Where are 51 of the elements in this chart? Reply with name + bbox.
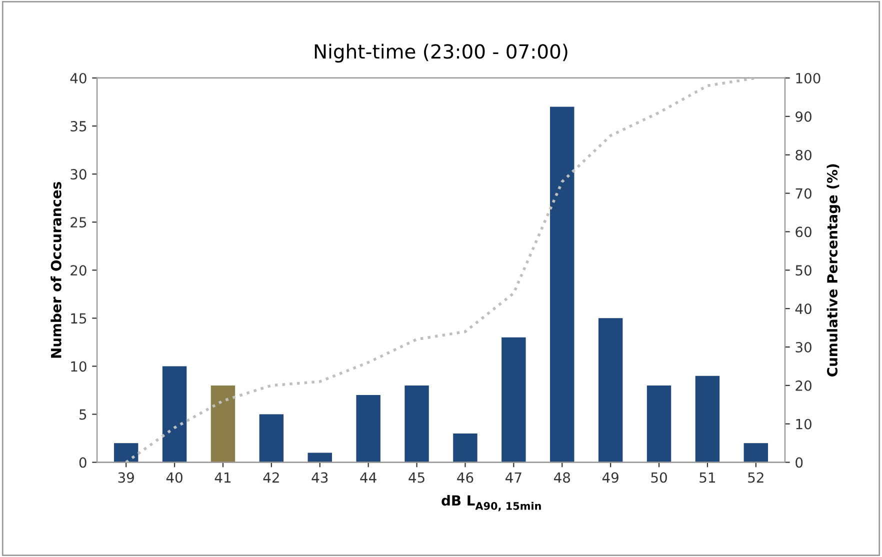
x-tick-label: 47 (506, 472, 522, 483)
y-tick-label: 15 (71, 313, 86, 324)
y-tick-label: 30 (70, 169, 86, 180)
y-tick-label: 35 (70, 120, 86, 132)
bar (114, 443, 138, 462)
x-tick-label: 43 (312, 472, 328, 483)
y2-tick-label: 10 (796, 418, 812, 430)
bar (502, 337, 526, 462)
y2-tick-label: 80 (796, 150, 812, 160)
x-tick-label: 41 (214, 472, 231, 483)
y-tick-label: 5 (80, 409, 86, 420)
chart-title: Night-time (23:00 - 07:00) (314, 44, 568, 63)
bar (695, 376, 720, 462)
y2-tick-label: 90 (796, 111, 812, 122)
y2-tick-label: 100 (796, 72, 820, 84)
x-tick-label: 46 (457, 472, 474, 483)
bar (162, 366, 187, 462)
y-tick-label: 40 (70, 72, 86, 84)
y2-tick-label: 20 (796, 380, 812, 391)
y-tick-label: 0 (79, 457, 86, 468)
y2-tick-label: 70 (796, 188, 812, 199)
bar (550, 106, 574, 462)
x-tick-label: 52 (748, 472, 764, 483)
bar (259, 414, 284, 462)
x-tick-label: 48 (554, 472, 570, 483)
y2-tick-label: 50 (796, 265, 812, 276)
bar (356, 395, 380, 462)
x-tick-label: 49 (602, 472, 618, 483)
y2-tick-label: 0 (796, 457, 803, 468)
bar (404, 385, 429, 462)
y-tick-label: 20 (70, 265, 86, 276)
x-tick-label: 45 (408, 472, 424, 483)
x-tick-label: 39 (118, 472, 134, 483)
bar (598, 318, 623, 462)
y2-tick-label: 30 (796, 342, 812, 352)
bar (308, 452, 332, 462)
y2-tick-label: 60 (796, 226, 812, 238)
y2-axis-title: Cumulative Percentage (%) (826, 164, 840, 376)
x-tick-label: 50 (651, 472, 667, 483)
x-tick-label: 51 (700, 472, 716, 483)
y-axis-title: Number of Occurances (50, 182, 62, 358)
y-tick-label: 25 (70, 217, 86, 228)
y2-tick-label: 40 (795, 304, 812, 314)
x-tick-label: 44 (360, 472, 376, 483)
x-tick-label: 42 (263, 472, 279, 483)
y-tick-label: 10 (71, 361, 86, 372)
bar (210, 385, 236, 462)
x-tick-label: 40 (166, 472, 182, 483)
bar (646, 385, 672, 462)
bar (744, 443, 768, 462)
bar (453, 433, 478, 462)
